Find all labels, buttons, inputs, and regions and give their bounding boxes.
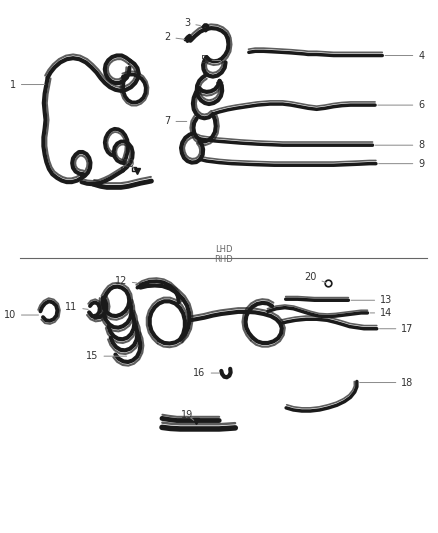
Text: 3: 3: [184, 18, 200, 28]
Text: 12: 12: [114, 276, 137, 286]
Text: 17: 17: [380, 324, 414, 334]
Text: 19: 19: [123, 159, 135, 168]
Text: 9: 9: [379, 159, 424, 168]
Text: 6: 6: [378, 100, 424, 110]
Text: RHD: RHD: [214, 255, 233, 264]
Text: 15: 15: [86, 351, 127, 361]
Text: 5: 5: [200, 55, 221, 64]
Text: 13: 13: [351, 295, 392, 305]
Text: 2: 2: [164, 32, 185, 42]
Text: 14: 14: [370, 308, 392, 318]
Text: 4: 4: [385, 51, 424, 61]
Text: 18: 18: [360, 377, 413, 387]
Text: 10: 10: [4, 310, 39, 320]
Text: LHD: LHD: [215, 245, 232, 254]
Text: 19: 19: [181, 410, 194, 421]
Text: 20: 20: [304, 272, 326, 282]
Text: 8: 8: [375, 140, 424, 150]
Text: 11: 11: [65, 302, 88, 312]
Text: 16: 16: [194, 368, 219, 378]
Text: 1: 1: [10, 79, 45, 90]
Text: 7: 7: [164, 116, 187, 126]
